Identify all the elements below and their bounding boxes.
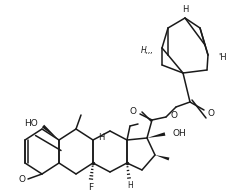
- Text: HO: HO: [24, 120, 38, 129]
- Text: H: H: [98, 134, 104, 143]
- Text: F: F: [88, 183, 93, 191]
- Text: H,,,: H,,,: [141, 45, 154, 54]
- Polygon shape: [155, 155, 169, 160]
- Text: H: H: [182, 5, 188, 14]
- Text: O: O: [170, 111, 177, 120]
- Text: OH: OH: [172, 129, 186, 138]
- Text: H: H: [127, 182, 133, 191]
- Polygon shape: [42, 125, 59, 140]
- Text: O: O: [130, 106, 136, 115]
- Text: O: O: [207, 108, 215, 118]
- Text: 'H: 'H: [218, 52, 227, 61]
- Polygon shape: [147, 132, 165, 138]
- Text: O: O: [18, 175, 25, 183]
